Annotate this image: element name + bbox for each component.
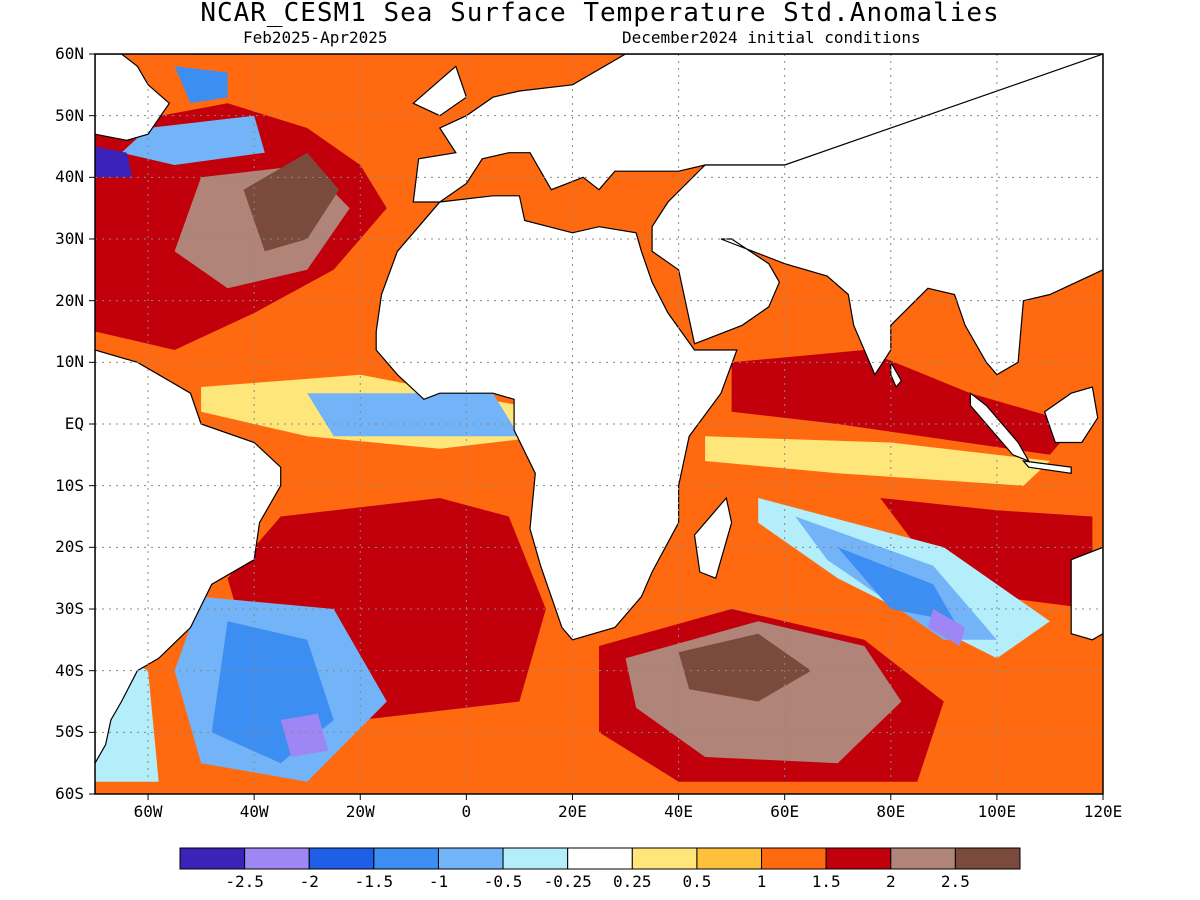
axis-ticks: [89, 53, 1104, 800]
lat-label: 60N: [55, 44, 84, 63]
colorbar-swatch: [825, 847, 892, 870]
landmass-borneo: [1043, 386, 1099, 444]
landmass-java: [1021, 460, 1072, 474]
lon-label: 80E: [876, 802, 906, 821]
lat-label: 30S: [55, 599, 84, 618]
lon-label: 60E: [770, 802, 800, 821]
lat-label: 50N: [55, 105, 84, 125]
lat-label: 10S: [55, 475, 84, 495]
colorbar-swatch: [308, 847, 375, 870]
colorbar-label: 1: [756, 872, 767, 891]
colorbar-label: 0.5: [682, 872, 712, 891]
lon-label: 20W: [345, 802, 375, 821]
lat-label: 60S: [55, 784, 84, 803]
colorbar-swatch: [954, 847, 1021, 870]
colorbar-swatch: [373, 847, 439, 870]
anomaly-region-21: [95, 146, 133, 178]
lon-label: 40W: [239, 802, 269, 821]
colorbar-label: -2: [299, 872, 319, 891]
colorbar-label: 2: [885, 872, 896, 891]
landmass-ireland_uk: [412, 65, 468, 117]
colorbar-label: -0.5: [483, 872, 523, 891]
lon-label: 100E: [977, 802, 1017, 821]
anomaly-region-19: [280, 713, 329, 757]
colorbar-swatch: [567, 847, 633, 870]
landmass-madagascar: [693, 496, 733, 579]
anomaly-region-22: [174, 66, 228, 104]
colorbar-swatch: [179, 847, 246, 870]
colorbar-swatch: [244, 847, 310, 870]
lat-label: EQ: [64, 414, 84, 433]
landmass-arabia_asia: [651, 54, 1103, 376]
lat-label: 20S: [55, 537, 84, 557]
anomaly-region-20: [121, 115, 265, 165]
anomaly-region-16: [307, 393, 520, 437]
colorbar-swatch: [890, 847, 956, 870]
forecast-period: Feb2025-Apr2025: [243, 28, 388, 47]
anomaly-region-9: [678, 633, 812, 702]
colorbar-label: -1: [428, 872, 449, 891]
landmass-sumatra: [969, 391, 1031, 463]
colorbar-label: -0.25: [543, 872, 592, 891]
colorbar-label: 1.5: [811, 872, 841, 891]
anomaly-region-14: [837, 547, 955, 622]
colorbar-swatch: [761, 847, 827, 870]
landmass-australia: [1070, 546, 1103, 641]
lon-label: 0: [461, 802, 472, 821]
anomaly-region-8: [243, 152, 339, 252]
colorbar-label: 0.25: [613, 872, 652, 891]
lon-label: 20E: [558, 802, 587, 821]
initial-conditions: December2024 initial conditions: [622, 28, 921, 47]
lon-label: 40E: [664, 802, 694, 821]
map-title: NCAR_CESM1 Sea Surface Temperature Std.A…: [200, 0, 1000, 28]
anomaly-region-5: [880, 498, 1093, 609]
colorbar-swatch: [437, 847, 504, 870]
lat-label: 20N: [55, 290, 84, 310]
colorbar-label: -2.5: [225, 872, 264, 891]
grid-lines: [95, 54, 1103, 794]
lat-label: 40S: [55, 660, 84, 680]
lat-label: 40N: [55, 167, 84, 187]
landmass-north_america: [95, 54, 171, 141]
lat-label: 30N: [55, 229, 84, 248]
landmass-south_america: [95, 349, 282, 765]
lat-label: 50S: [55, 722, 84, 742]
colorbar-label: -1.5: [354, 872, 394, 891]
anomaly-region-15: [927, 609, 966, 646]
colorbar-swatch: [696, 847, 763, 870]
colorbar-swatch: [502, 847, 569, 870]
lat-label: 10N: [55, 352, 84, 372]
colorbar-label: 2.5: [940, 872, 970, 891]
colorbar-swatch: [631, 847, 698, 870]
colorbar: [179, 847, 1021, 870]
lon-label: 60W: [133, 802, 163, 821]
anomaly-region-11: [705, 436, 1050, 486]
lon-label: 120E: [1083, 802, 1123, 821]
